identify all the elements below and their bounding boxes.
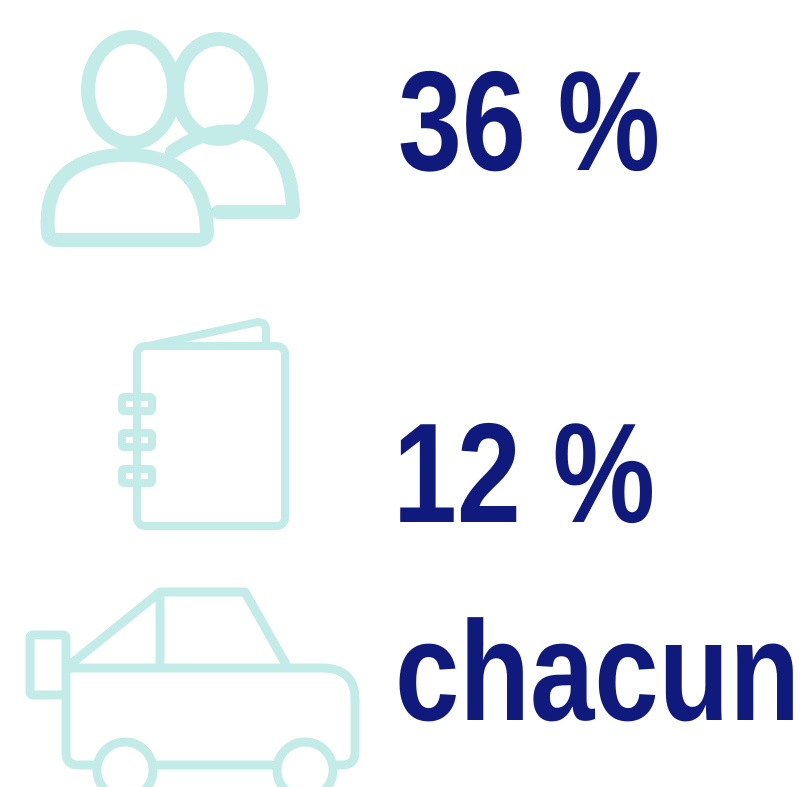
stat-text: 36 % [398, 42, 660, 201]
stat-text: chacun [395, 592, 800, 751]
car-icon [25, 587, 360, 787]
stat-text: 12 % [393, 394, 655, 553]
people-icon [40, 30, 300, 247]
notebook-icon [118, 318, 289, 530]
